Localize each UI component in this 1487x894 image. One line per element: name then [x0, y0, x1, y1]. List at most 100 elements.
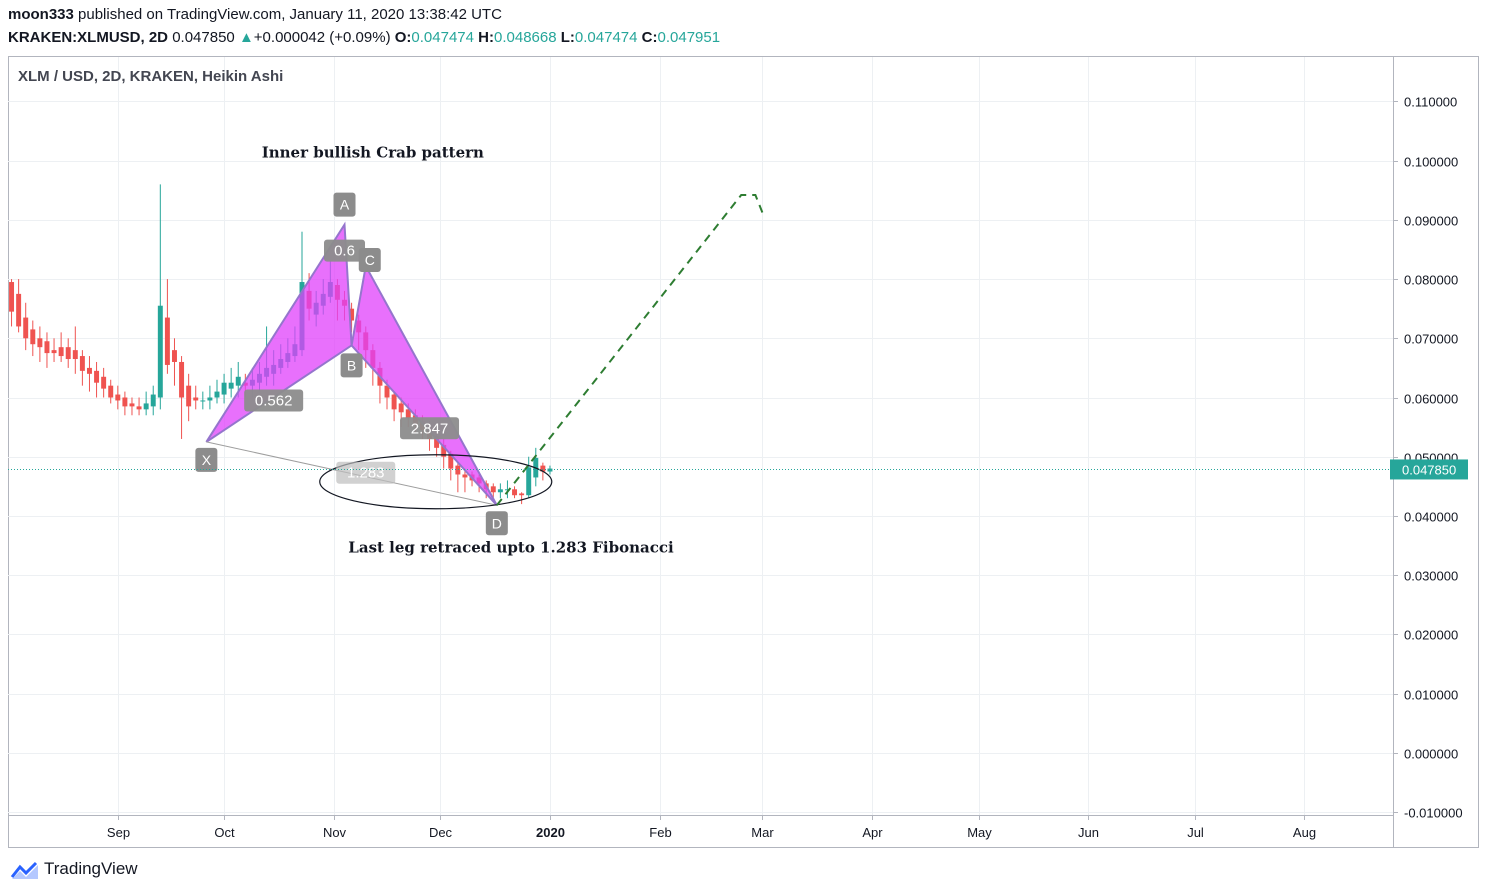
point-label-box: [340, 353, 363, 378]
point-label-box: [358, 248, 381, 273]
candle-body: [157, 305, 163, 398]
candle-body: [136, 406, 142, 410]
candle-body: [79, 356, 85, 371]
candle-body: [349, 308, 355, 321]
candle-body: [23, 317, 29, 339]
candle-body: [228, 382, 234, 389]
candle-body: [526, 467, 532, 496]
x-tick-label: Apr: [862, 825, 883, 840]
candle-body: [179, 361, 185, 398]
candle-body: [497, 489, 503, 493]
x-tick-label: Jun: [1078, 825, 1099, 840]
x-tick-label: Feb: [649, 825, 671, 840]
x-tick-label: Sep: [107, 825, 130, 840]
candle-body: [207, 397, 213, 401]
candle-body: [94, 370, 100, 383]
candle-body: [9, 282, 15, 312]
candle-body: [462, 474, 468, 478]
chart-grid: [8, 57, 1393, 815]
candle-body: [72, 350, 78, 360]
point-label: A: [340, 197, 350, 213]
y-tick-label: -0.010000: [1404, 806, 1463, 821]
point-label: D: [492, 515, 502, 531]
open-label: O:: [394, 29, 412, 46]
candle-body: [108, 385, 114, 398]
candle-body: [101, 376, 107, 389]
price-change: +0.000042 (+0.09%): [253, 29, 391, 46]
ratio-label-box: [400, 417, 460, 440]
candle-body: [448, 453, 454, 469]
author-name[interactable]: moon333: [8, 6, 74, 23]
point-label-box: [485, 511, 508, 536]
x-tick-label: Aug: [1293, 825, 1316, 840]
candle-body: [455, 465, 461, 475]
y-tick-label: 0.030000: [1404, 569, 1458, 584]
footer-brand[interactable]: TradingView: [10, 859, 138, 879]
ratio-label-box: [244, 389, 304, 412]
candle-body: [143, 403, 149, 410]
y-tick-label: 0.090000: [1404, 214, 1458, 229]
symbol-info: KRAKEN:XLMUSD, 2D 0.047850 ▲+0.000042 (+…: [8, 29, 720, 46]
last-price: 0.047850: [172, 29, 235, 46]
x-tick-label: Nov: [323, 825, 347, 840]
axes: 0.110000 0.100000 0.090000 0.080000 0.070000…: [8, 95, 1468, 840]
fibonacci-ellipse: [319, 454, 553, 510]
change-arrow-icon: ▲: [238, 29, 254, 46]
x-tick-label: Jul: [1187, 825, 1204, 840]
candle-body: [200, 400, 206, 402]
candle-body: [547, 468, 553, 472]
chart-frame: [8, 56, 1479, 848]
tradingview-logo-icon: [10, 861, 38, 879]
publish-info: moon333 published on TradingView.com, Ja…: [8, 6, 502, 23]
symbol-label: KRAKEN:XLMUSD, 2D: [8, 29, 169, 46]
x-tick-label: Dec: [429, 825, 453, 840]
candle-body: [540, 465, 546, 472]
ratio-label-box: [324, 239, 366, 262]
ratio-label-box: [336, 461, 396, 484]
point-label: X: [202, 452, 212, 468]
candle-body: [172, 350, 177, 362]
y-tick-label: 0.100000: [1404, 155, 1458, 170]
low-label: L:: [560, 29, 575, 46]
candle-body: [37, 338, 43, 348]
footer-brand-text: TradingView: [44, 859, 138, 878]
candle-body: [490, 486, 496, 493]
candle-body: [186, 385, 192, 407]
candle-body: [512, 489, 518, 496]
candle-body: [391, 394, 397, 410]
chart-annotation: Inner bullish Crab pattern: [262, 144, 484, 162]
candle-body: [30, 329, 36, 345]
candle-body: [86, 367, 92, 374]
candle-body: [44, 341, 50, 354]
current-price-tag: [1390, 459, 1468, 480]
candle-body: [405, 409, 411, 419]
ratio-label: 0.6: [334, 243, 355, 260]
close-label: C:: [641, 29, 658, 46]
candle-body: [164, 317, 170, 365]
y-tick-label: 0.000000: [1404, 747, 1458, 762]
y-tick-label: 0.060000: [1404, 392, 1458, 407]
y-tick-label: 0.010000: [1404, 688, 1458, 703]
published-text: published on TradingView.com, January 11…: [78, 6, 502, 23]
candle-body: [434, 436, 440, 448]
chart-annotation: Last leg retraced upto 1.283 Fibonacci: [348, 539, 674, 557]
chart-legend: XLM / USD, 2D, KRAKEN, Heikin Ashi: [18, 68, 283, 85]
open-value: 0.047474: [411, 29, 474, 46]
point-label-box: [195, 447, 218, 472]
ratio-label: 1.283: [347, 465, 385, 482]
candle-body: [398, 403, 404, 413]
low-value: 0.047474: [574, 29, 638, 46]
point-label: B: [347, 357, 356, 373]
ratio-label: 2.847: [411, 420, 449, 437]
point-label: C: [365, 252, 375, 268]
candle-body: [214, 391, 220, 398]
candle-body: [16, 293, 22, 327]
y-tick-label: 0.020000: [1404, 628, 1458, 643]
y-tick-label: 0.040000: [1404, 510, 1458, 525]
candle-body: [115, 394, 121, 401]
harmonic-pattern: 0.562 0.6 2.847 1.283 X A B C D Inner bullish Cra…: [195, 144, 764, 557]
candle-body: [129, 403, 135, 407]
candle-body: [235, 376, 241, 386]
candle-body: [150, 394, 156, 407]
